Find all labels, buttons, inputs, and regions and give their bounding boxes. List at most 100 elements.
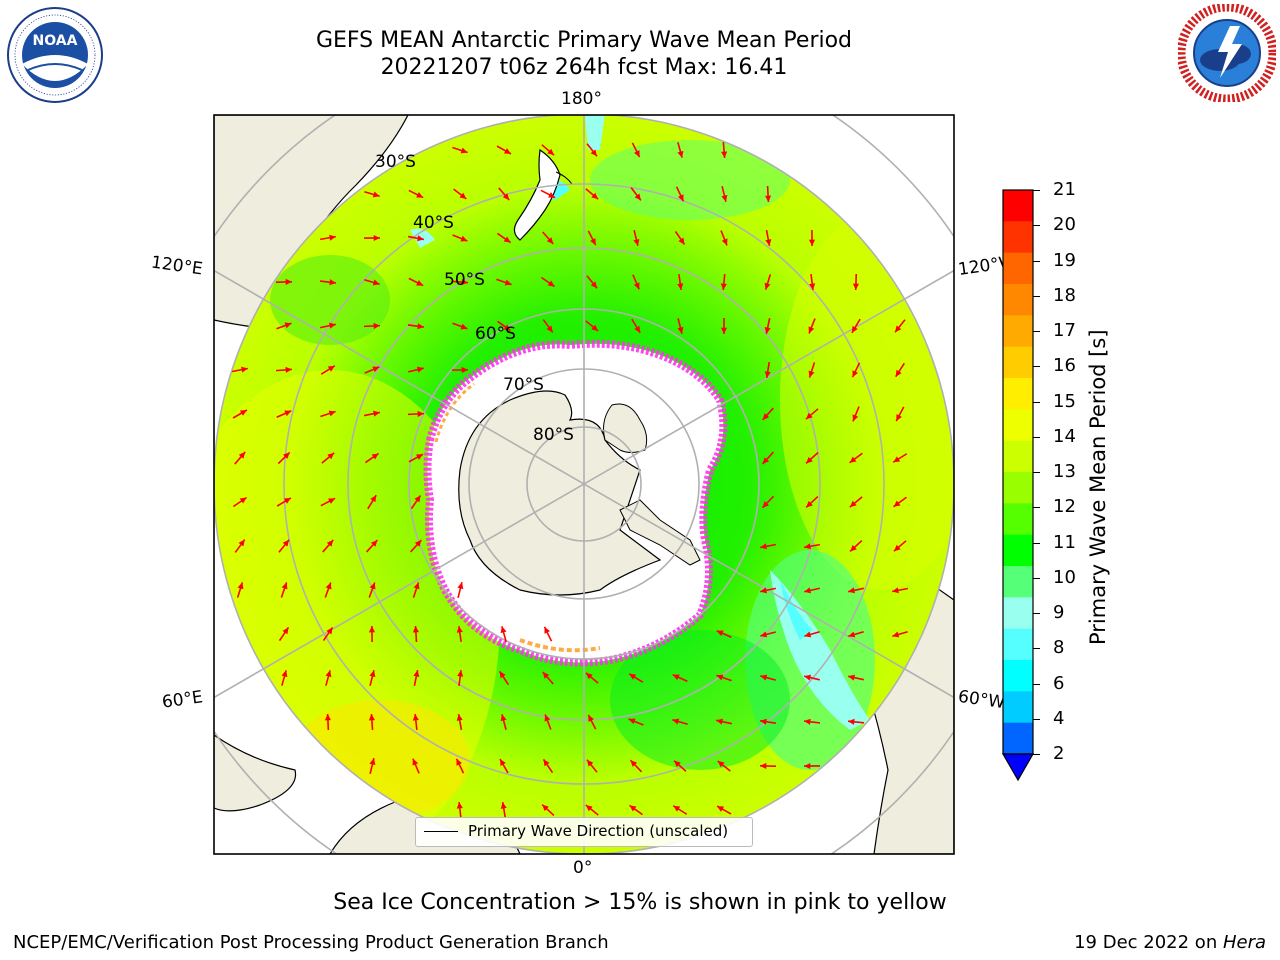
- wave-vector-head: [585, 804, 593, 812]
- wave-vector-head: [500, 802, 507, 809]
- wave-vector-head: [804, 718, 811, 725]
- graticule: [214, 115, 954, 854]
- colorbar-block: [1003, 346, 1033, 379]
- wave-vector-head: [503, 324, 511, 331]
- wave-vector-head: [804, 543, 811, 550]
- wave-vector-head: [416, 454, 424, 460]
- legend-line-sample: [424, 831, 458, 832]
- wave-vector-head: [370, 540, 378, 547]
- wave-vector-head: [896, 414, 902, 422]
- wave-vector-head: [588, 714, 594, 722]
- wave-vector-head: [678, 237, 685, 245]
- wave-vector-head: [324, 714, 331, 721]
- colorbar-block: [1003, 722, 1033, 755]
- colorbar-tick-label: 12: [1053, 496, 1076, 518]
- colorbar-label: Primary Wave Mean Period [s]: [1086, 329, 1110, 645]
- wave-vector-head: [760, 543, 767, 550]
- wave-vector-head: [412, 626, 419, 633]
- wave-vector-head: [542, 671, 550, 679]
- wave-vector-head: [629, 805, 637, 812]
- wave-vector-head: [677, 194, 684, 202]
- colorbar-block: [1003, 660, 1033, 692]
- wave-vector-head: [417, 323, 424, 330]
- wave-vector-head: [416, 192, 424, 198]
- wave-vector-head: [416, 280, 424, 286]
- wave-vector-head: [852, 414, 859, 422]
- colorbar-tick-label: 18: [1053, 284, 1076, 306]
- colorbar-tick-mark: [1033, 190, 1040, 191]
- wave-vector-head: [630, 760, 638, 767]
- colorbar-block: [1003, 378, 1033, 410]
- wave-vector-head: [459, 192, 467, 199]
- colorbar-tick-mark: [1033, 683, 1040, 685]
- colorbar-tick-label: 2: [1053, 743, 1065, 764]
- wave-vector-head: [369, 582, 376, 590]
- wave-vector-head: [762, 457, 770, 464]
- colorbar-tick-mark: [1033, 225, 1040, 227]
- colorbar-tick-label: 6: [1053, 672, 1065, 694]
- wave-vector-head: [806, 456, 813, 464]
- colorbar-tick-label: 21: [1053, 179, 1076, 200]
- colorbar-block: [1003, 284, 1033, 316]
- wave-vector-head: [370, 495, 377, 503]
- wave-vector-head: [239, 410, 247, 416]
- colorbar-tick-mark: [1033, 472, 1040, 473]
- wave-vector-head: [368, 714, 375, 721]
- colorbar-tick-mark: [1033, 718, 1040, 720]
- wave-vector-head: [284, 322, 292, 329]
- colorbar-tick-mark: [1033, 295, 1040, 297]
- colorbar-tick-label: 11: [1053, 531, 1076, 553]
- colorbar-tick-label: 20: [1053, 214, 1076, 236]
- wave-vector-head: [241, 366, 248, 373]
- wave-vector-head: [760, 587, 767, 594]
- wave-vector-head: [765, 195, 772, 202]
- wave-vector-head: [674, 760, 681, 768]
- wave-vector-head: [329, 322, 336, 329]
- wave-vector-head: [895, 369, 902, 377]
- footer-host: Hera: [1222, 932, 1266, 953]
- sea-ice-caption: Sea Ice Concentration > 15% is shown in …: [333, 890, 947, 915]
- map-border: [213, 114, 955, 855]
- wave-vector-head: [634, 150, 640, 158]
- wave-vector-head: [762, 501, 770, 508]
- wave-period-field: [214, 115, 954, 854]
- wave-vector-head: [547, 148, 555, 156]
- wave-vector-head: [548, 192, 556, 198]
- wave-vector-head: [590, 281, 598, 289]
- colorbar-tick-mark: [1033, 331, 1040, 332]
- wave-vector-head: [542, 804, 549, 812]
- wave-vector-head: [806, 500, 813, 508]
- lon-label-180: 180°: [561, 89, 602, 109]
- lat-label-60s: 60°S: [475, 324, 516, 344]
- wave-vector-head: [677, 326, 684, 334]
- wave-vector-head: [764, 371, 771, 378]
- wave-vector-head: [461, 279, 468, 286]
- colorbar: [1000, 186, 1040, 786]
- wave-vector-head: [808, 370, 815, 378]
- wave-vector-head: [849, 456, 857, 463]
- lon-label-60e: 60°E: [160, 687, 205, 713]
- lat-label-50s: 50°S: [444, 270, 485, 290]
- wave-vector-head: [414, 540, 422, 547]
- colorbar-block: [1003, 628, 1033, 661]
- wave-vector-head: [849, 500, 857, 508]
- wave-vector-head: [672, 674, 680, 681]
- wave-vector-head: [760, 674, 768, 681]
- wave-vector-head: [760, 718, 767, 725]
- wave-vector-head: [893, 456, 901, 463]
- wave-vector-head: [546, 325, 553, 333]
- wave-vector-head: [590, 149, 597, 157]
- wave-vector-head: [239, 497, 247, 504]
- wave-vector-head: [721, 238, 728, 246]
- wave-vector-head: [808, 239, 816, 246]
- wave-vector-head: [329, 234, 336, 241]
- footer-date-text: 19 Dec 2022 on: [1074, 932, 1223, 953]
- wave-vector-head: [764, 327, 771, 334]
- wave-vector-head: [720, 283, 727, 290]
- colorbar-tick-label: 8: [1053, 637, 1065, 659]
- wave-vector-head: [460, 147, 468, 154]
- colorbar-tick-mark: [1033, 542, 1040, 544]
- colorbar-tick-mark: [1033, 366, 1040, 368]
- colorbar-tick-mark: [1033, 754, 1040, 755]
- wave-vector-head: [760, 631, 768, 638]
